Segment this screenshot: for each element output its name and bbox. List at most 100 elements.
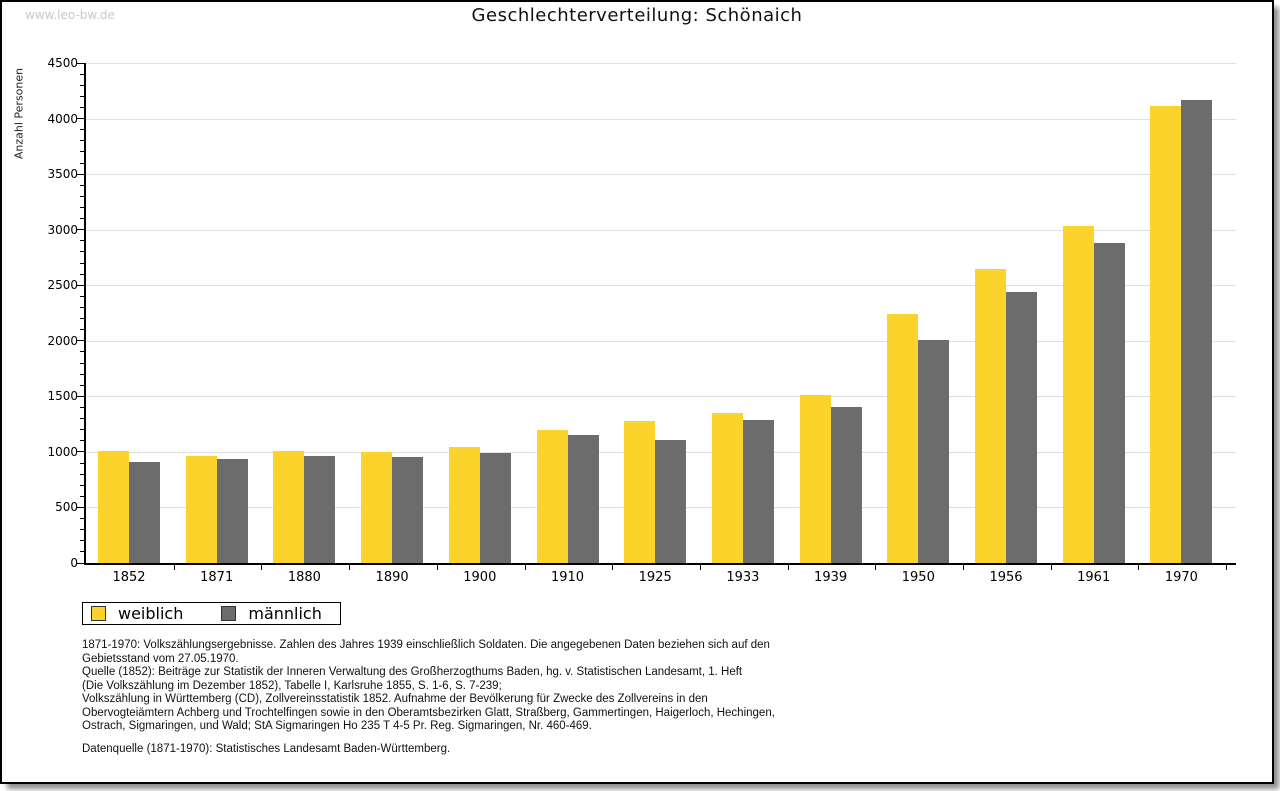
x-axis-label: 1939 [814, 570, 848, 585]
legend-label-maennlich: männlich [248, 604, 322, 623]
bar-männlich-1950 [918, 339, 950, 563]
y-axis-tick [77, 118, 84, 120]
x-axis-label: 1970 [1164, 570, 1198, 585]
y-axis-minor-tick [80, 351, 84, 353]
gridline [86, 340, 1236, 342]
y-axis-minor-tick [80, 551, 84, 553]
y-axis-tick [77, 395, 84, 397]
bar-männlich-1890 [392, 456, 424, 563]
bar-männlich-1852 [129, 461, 160, 563]
gridline [86, 118, 1236, 120]
x-axis-tick [875, 563, 877, 570]
x-axis-label: 1880 [287, 570, 321, 585]
footnote-line: Volkszählung in Württemberg (CD), Zollve… [82, 693, 708, 705]
y-axis-minor-tick [80, 262, 84, 264]
bar-männlich-1910 [567, 435, 599, 563]
legend-swatch-maennlich [221, 606, 237, 621]
x-axis-tick [1138, 563, 1140, 570]
bar-weiblich-1933 [711, 413, 743, 563]
x-axis-label: 1852 [112, 570, 146, 585]
y-axis-minor-tick [80, 273, 84, 275]
footnote-line: (Die Volkszählung im Dezember 1852), Tab… [82, 679, 502, 692]
y-axis-tick [77, 451, 84, 453]
y-axis-minor-tick [80, 306, 84, 308]
bar-weiblich-1970 [1150, 106, 1182, 563]
y-axis-minor-tick [80, 473, 84, 475]
y-axis-minor-tick [80, 195, 84, 197]
y-axis-tick-label: 2500 [47, 278, 78, 293]
y-axis-minor-tick [80, 184, 84, 186]
x-axis-tick [524, 563, 526, 570]
x-axis-tick [1226, 563, 1228, 570]
bar-weiblich-1939 [799, 395, 831, 563]
bar-männlich-1900 [479, 453, 511, 563]
y-axis-tick [77, 506, 84, 508]
footnote-line: Gebietsstand vom 27.05.1970. [82, 652, 239, 665]
bar-männlich-1970 [1181, 100, 1213, 563]
y-axis-tick [77, 62, 84, 64]
x-axis-tick [261, 563, 263, 570]
y-axis-minor-tick [80, 84, 84, 86]
y-axis-minor-tick [80, 73, 84, 75]
bar-weiblich-1956 [975, 268, 1006, 563]
y-axis-tick-label: 4000 [47, 111, 78, 126]
bar-männlich-1871 [216, 458, 248, 563]
bar-weiblich-1871 [185, 455, 217, 563]
footnote-line: Ostrach, Sigmaringen, und Wald; StA Sigm… [82, 720, 592, 732]
x-axis-tick [1050, 563, 1052, 570]
bar-weiblich-1852 [98, 451, 129, 563]
bar-weiblich-1910 [536, 429, 568, 563]
footnote-line: Obervogteiämtern Achberg und Trochtelfin… [82, 706, 775, 719]
y-axis-minor-tick [80, 106, 84, 108]
x-axis-label: 1871 [200, 570, 234, 585]
y-axis-minor-tick [80, 95, 84, 97]
footnote-line: Quelle (1852): Beiträge zur Statistik de… [82, 666, 743, 678]
y-axis-minor-tick [80, 362, 84, 364]
y-axis-minor-tick [80, 240, 84, 242]
x-axis-label: 1956 [989, 570, 1023, 585]
y-axis-minor-tick [80, 251, 84, 253]
y-axis-tick [77, 173, 84, 175]
x-axis-tick [173, 563, 175, 570]
gridline [86, 63, 1236, 64]
y-axis-tick-label: 3000 [47, 222, 78, 237]
chart-title: Geschlechterverteilung: Schönaich [471, 5, 803, 26]
y-axis-minor-tick [80, 162, 84, 164]
y-axis-tick-label: 1000 [47, 444, 78, 459]
y-axis-minor-tick [80, 373, 84, 375]
bar-weiblich-1925 [624, 420, 656, 563]
bar-weiblich-1950 [887, 313, 919, 563]
bar-männlich-1961 [1093, 243, 1125, 563]
x-axis-label: 1910 [550, 570, 585, 585]
x-axis-label: 1950 [901, 570, 935, 585]
y-axis-minor-tick [80, 151, 84, 153]
legend-label-weiblich: weiblich [118, 604, 184, 623]
y-axis-minor-tick [80, 418, 84, 420]
x-axis-tick [436, 563, 438, 570]
x-axis-tick [349, 563, 351, 570]
legend-item-weiblich: weiblich [91, 604, 183, 623]
x-axis-label: 1890 [375, 570, 409, 585]
gridline [86, 229, 1236, 231]
y-axis-minor-tick [80, 540, 84, 542]
footnotes: 1871-1970: Volkszählungsergebnisse. Zahl… [82, 639, 897, 734]
bar-männlich-1880 [304, 455, 336, 563]
y-axis-minor-tick [80, 440, 84, 442]
bar-männlich-1939 [830, 407, 862, 563]
x-axis-tick [963, 563, 964, 570]
y-axis-minor-tick [80, 129, 84, 131]
bar-männlich-1933 [742, 419, 774, 563]
y-axis-tick [77, 284, 84, 286]
x-axis-label: 1933 [726, 570, 760, 585]
y-axis-minor-tick [80, 318, 84, 320]
y-axis-tick [77, 562, 84, 564]
x-axis-tick [612, 563, 614, 570]
gridline [86, 396, 1236, 398]
y-axis-minor-tick [80, 140, 84, 142]
y-axis-minor-tick [80, 329, 84, 331]
bar-weiblich-1900 [448, 446, 480, 563]
gridline [86, 174, 1236, 176]
x-axis-label: 1900 [463, 570, 497, 585]
datasource-line: Datenquelle (1871-1970): Statistisches L… [82, 743, 451, 755]
